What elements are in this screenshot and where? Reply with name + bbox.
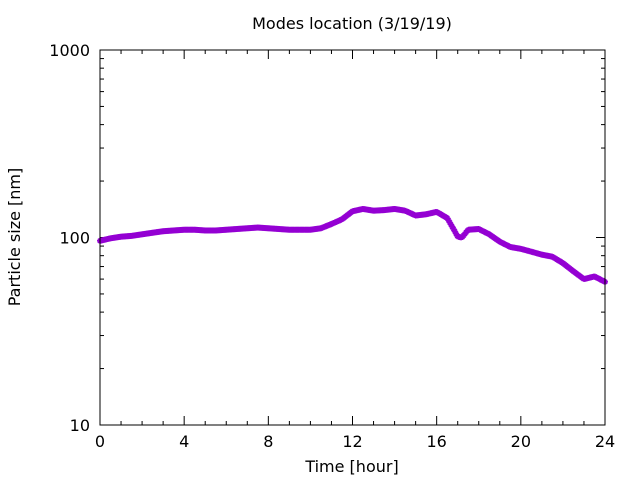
x-axis-label: Time [hour] [304, 457, 398, 476]
x-tick-label: 0 [95, 432, 105, 451]
data-points [97, 205, 608, 285]
y-tick-label: 10 [70, 416, 90, 435]
chart-title: Modes location (3/19/19) [252, 14, 452, 33]
y-tick-label: 1000 [49, 41, 90, 60]
plot-frame [99, 49, 606, 426]
x-tick-label: 12 [342, 432, 362, 451]
tick-labels: 0 4 8 12 16 20 24 10 100 1000 [49, 41, 615, 451]
x-tick-label: 8 [263, 432, 273, 451]
x-tick-label: 4 [179, 432, 189, 451]
x-tick-label: 20 [511, 432, 531, 451]
y-axis-label: Particle size [nm] [5, 168, 24, 307]
x-tick-label: 24 [595, 432, 615, 451]
x-tick-label: 16 [426, 432, 446, 451]
y-tick-label: 100 [59, 229, 90, 248]
